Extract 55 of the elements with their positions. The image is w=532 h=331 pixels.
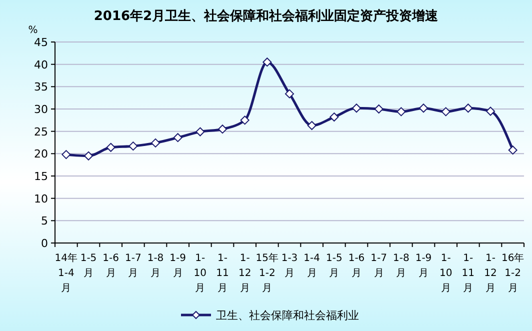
- x-tick-label: 1-7月: [124, 253, 142, 279]
- point: [486, 106, 495, 116]
- point: [218, 124, 227, 134]
- point: [62, 150, 71, 160]
- y-tick-label: 0: [41, 237, 48, 250]
- y-tick-label: 10: [34, 192, 48, 206]
- x-tick-label: 1-9月: [170, 253, 186, 279]
- chart-title: 2016年2月卫生、社会保障和社会福利业固定资产投资增速: [94, 8, 440, 24]
- x-tick-label: 14年1-4月: [54, 252, 78, 294]
- point: [330, 112, 339, 122]
- legend-label: 卫生、社会保障和社会福利业: [216, 309, 359, 322]
- point: [396, 107, 406, 116]
- x-tick-label: 1-8月: [147, 253, 164, 279]
- x-tick-label: 1-10月: [439, 253, 452, 294]
- x-tick-label: 1-9月: [415, 253, 432, 279]
- x-tick-label: 1-11月: [462, 253, 475, 294]
- point: [419, 104, 428, 113]
- point: [106, 142, 116, 152]
- y-axis-title: %: [28, 25, 38, 36]
- x-tick-label: 1-12月: [484, 253, 497, 294]
- point: [285, 89, 294, 98]
- point: [262, 58, 272, 67]
- point: [84, 151, 93, 160]
- x-tick-label: 1-5月: [80, 253, 97, 279]
- x-tick-label: 1-12月: [238, 253, 252, 294]
- x-tick-label: 1-6月: [102, 253, 120, 279]
- y-tick-label: 20: [34, 148, 48, 161]
- x-tick-label: 1-4月: [304, 253, 320, 279]
- point: [196, 127, 205, 136]
- x-tick-label: 1-3月: [281, 253, 298, 279]
- x-tick-label: 16年1-2月: [501, 252, 524, 294]
- y-tick-label: 45: [34, 36, 48, 49]
- point: [464, 104, 473, 113]
- x-tick-label: 1-11月: [216, 253, 229, 294]
- point: [508, 146, 518, 155]
- y-tick-label: 5: [41, 214, 48, 228]
- point: [240, 116, 250, 125]
- x-tick-label: 1-5月: [326, 253, 342, 279]
- x-tick-label: 1-8月: [392, 253, 410, 279]
- y-tick-label: 40: [34, 58, 48, 72]
- point: [151, 138, 160, 148]
- x-tick-label: 1-7月: [370, 253, 388, 279]
- y-tick-label: 35: [34, 80, 48, 94]
- point: [352, 104, 361, 113]
- y-tick-label: 30: [34, 103, 48, 116]
- x-tick-label: 1-10月: [194, 253, 207, 294]
- y-tick-label: 15: [34, 170, 48, 183]
- point: [374, 104, 384, 114]
- point: [173, 133, 182, 142]
- point: [307, 121, 316, 130]
- x-tick-label: 1-6月: [348, 253, 365, 279]
- point: [128, 142, 138, 151]
- x-tick-label: 15年1-2月: [256, 252, 279, 294]
- point: [441, 107, 450, 116]
- y-tick-label: 25: [34, 125, 48, 138]
